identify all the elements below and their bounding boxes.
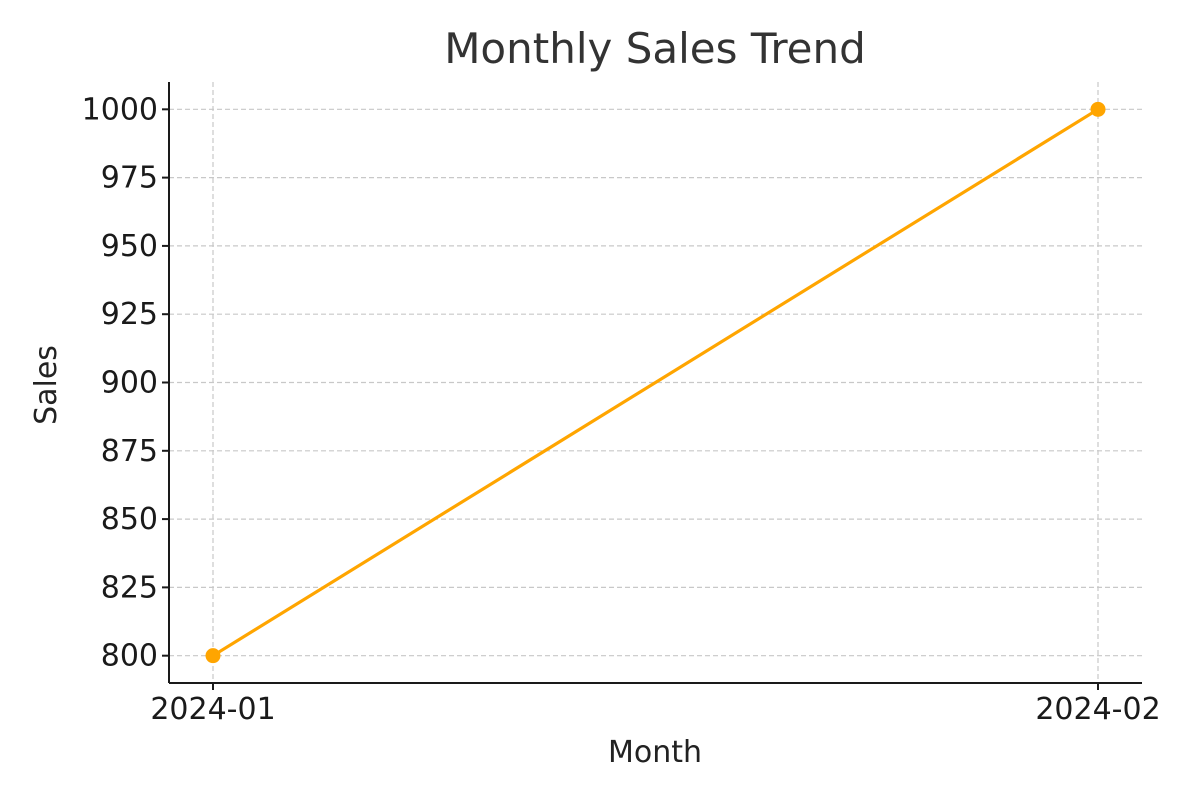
y-tick-label: 900 <box>101 366 158 401</box>
y-tick-label: 875 <box>101 434 158 469</box>
x-tick-label: 2024-01 <box>150 692 275 727</box>
data-point <box>205 648 221 664</box>
series <box>205 101 1106 664</box>
y-tick-label: 975 <box>101 161 158 196</box>
data-point <box>1090 101 1106 117</box>
y-tick-label: 1000 <box>82 92 158 127</box>
y-tick-label: 850 <box>101 502 158 537</box>
y-tick-label: 800 <box>101 639 158 674</box>
y-axis-label: Sales <box>29 345 64 425</box>
chart-title: Monthly Sales Trend <box>444 24 866 73</box>
y-tick-label: 950 <box>101 229 158 264</box>
tick-labels: 800 825 850 875 900 925 950 975 1000 2024-01 2024-… <box>82 92 1161 727</box>
series-line <box>211 107 1100 658</box>
y-tick-label: 825 <box>101 570 158 605</box>
y-tick-label: 925 <box>101 297 158 332</box>
axes <box>162 82 1142 690</box>
x-tick-label: 2024-02 <box>1035 692 1160 727</box>
x-axis-label: Month <box>608 735 702 770</box>
grid <box>169 82 1142 683</box>
